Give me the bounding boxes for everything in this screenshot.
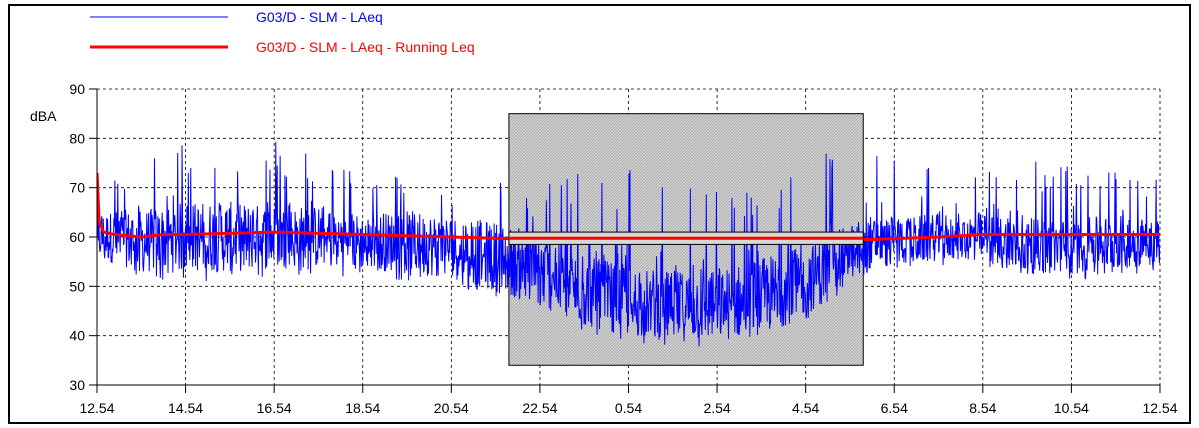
x-tick-label: 0.54 (615, 400, 642, 416)
chart-frame: G03/D - SLM - LAeq G03/D - SLM - LAeq - … (8, 4, 1191, 424)
x-tick-label: 18.54 (345, 400, 380, 416)
x-tick-label: 20.54 (434, 400, 469, 416)
y-tick-label: 70 (69, 180, 85, 196)
x-tick-label: 10.54 (1054, 400, 1089, 416)
x-tick-label: 6.54 (881, 400, 908, 416)
x-tick-label: 2.54 (703, 400, 730, 416)
x-tick-label: 16.54 (257, 400, 292, 416)
y-tick-label: 80 (69, 130, 85, 146)
y-tick-label: 60 (69, 229, 85, 245)
x-tick-label: 14.54 (168, 400, 203, 416)
y-axis-label: dBA (30, 108, 57, 124)
y-tick-label: 50 (69, 278, 85, 294)
legend-label-running-leq: G03/D - SLM - LAeq - Running Leq (256, 39, 475, 55)
y-tick-label: 30 (69, 377, 85, 393)
axes: 30 40 50 60 70 80 90 12.54 14.54 16.54 18.54 20.54 2… (69, 81, 1177, 416)
x-tick-label: 4.54 (792, 400, 819, 416)
x-tick-label: 12.54 (1142, 400, 1177, 416)
x-tick-label: 22.54 (522, 400, 557, 416)
y-tick-label: 90 (69, 81, 85, 97)
legend: G03/D - SLM - LAeq G03/D - SLM - LAeq - … (90, 9, 475, 55)
chart-svg: G03/D - SLM - LAeq G03/D - SLM - LAeq - … (30, 9, 1178, 416)
x-tick-label: 8.54 (969, 400, 996, 416)
series-layer (97, 141, 1160, 347)
x-tick-label: 12.54 (79, 400, 114, 416)
series-laeq-line (97, 141, 1160, 347)
highlight-band-layer (508, 231, 864, 245)
legend-label-laeq: G03/D - SLM - LAeq (256, 9, 383, 25)
y-tick-label: 40 (69, 328, 85, 344)
series-running-leq-line (97, 172, 1160, 241)
